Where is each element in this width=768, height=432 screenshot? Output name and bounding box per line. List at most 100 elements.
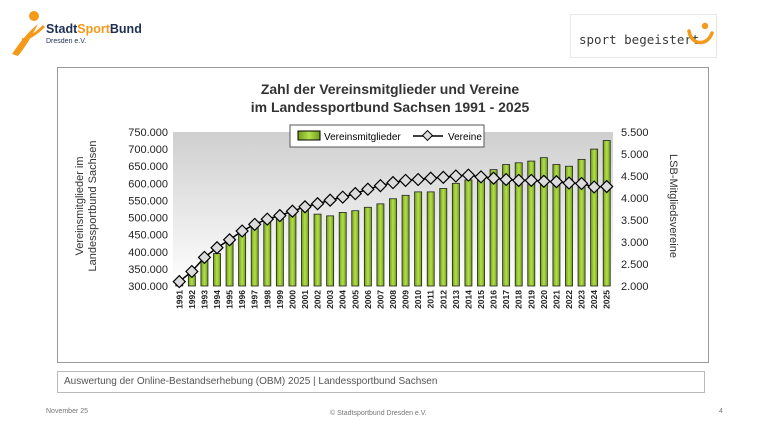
x-tick-label: 2018: [514, 290, 524, 309]
x-tick-label: 2011: [426, 290, 436, 309]
x-tick-label: 2001: [300, 290, 310, 309]
vereine-point-2004: [335, 190, 350, 204]
chart-subtitle: im Landessportbund Sachsen 1991 - 2025: [251, 99, 530, 115]
x-tick-label: 2015: [476, 290, 486, 309]
vereine-point-1995: [222, 233, 237, 247]
bar-1996: [238, 234, 247, 287]
y2-tick-label: 2.500: [621, 259, 649, 271]
y2-tick-label: 2.000: [621, 281, 649, 293]
vereine-point-1999: [273, 208, 287, 223]
x-tick-label: 2005: [350, 290, 360, 309]
stadtsportbund-logo: StadtSportBund Dresden e.V.: [8, 10, 148, 60]
x-tick-label: 2014: [463, 290, 473, 309]
x-tick-label: 2012: [438, 290, 448, 309]
slogan-text: sport begeistert: [579, 32, 700, 47]
y2-tick-label: 5.500: [621, 127, 649, 139]
x-tick-label: 2025: [602, 290, 612, 309]
bar-1999: [275, 217, 284, 287]
vereine-point-2003: [323, 193, 337, 207]
runner-icon: [12, 11, 46, 56]
x-tick-label: 2003: [325, 290, 335, 309]
chart-legend: Vereinsmitglieder Vereine: [289, 124, 485, 148]
x-tick-label: 1993: [199, 290, 209, 309]
x-tick-label: 2023: [577, 290, 587, 309]
vereine-point-1992: [185, 264, 199, 279]
legend-marker-swatch: [421, 129, 434, 142]
bar-2023: [577, 158, 586, 287]
vereine-point-2014: [461, 168, 476, 182]
bar-1994: [213, 253, 221, 287]
x-tick-label: 2007: [375, 290, 385, 309]
y-tick-label: 300.000: [128, 281, 168, 293]
vereine-point-2025: [599, 179, 614, 194]
vereine-point-2011: [423, 171, 438, 185]
y2-tick-label: 5.000: [621, 149, 649, 161]
smile-icon: [687, 22, 714, 45]
footer-date: November 25: [46, 408, 89, 415]
vereine-point-2005: [348, 186, 363, 201]
bar-2024: [590, 148, 599, 287]
x-tick-label: 2017: [501, 290, 511, 309]
vereine-point-2007: [373, 178, 388, 193]
vereine-point-2006: [361, 182, 375, 196]
bar-1998: [263, 220, 272, 287]
x-tick-label: 2016: [489, 290, 499, 309]
x-tick-label: 1996: [237, 290, 247, 309]
bar-2002: [313, 213, 322, 287]
vereine-point-2019: [524, 173, 539, 188]
x-tick-label: 2024: [589, 290, 599, 309]
vereine-point-2021: [549, 174, 564, 189]
bar-2021: [552, 164, 561, 287]
vereine-point-1994: [210, 240, 224, 255]
bar-2015: [477, 177, 485, 287]
vereine-point-1993: [197, 250, 212, 265]
brand-name: StadtSportBund: [46, 22, 142, 36]
bar-1995: [225, 242, 234, 287]
x-tick-label: 2004: [338, 290, 348, 309]
caption-text: Auswertung der Online-Bestandserhebung (…: [64, 376, 438, 387]
x-tick-label: 1994: [212, 290, 222, 309]
vereine-point-2012: [436, 170, 451, 185]
chart: Zahl der Vereinsmitglieder und Vereine i…: [74, 81, 679, 309]
x-tick-label: 1991: [174, 290, 184, 309]
vereine-point-2008: [386, 175, 400, 190]
bar-2001: [301, 210, 309, 287]
vereine-point-2000: [285, 204, 300, 218]
vereine-point-2023: [574, 176, 589, 191]
y-tick-label: 700.000: [128, 144, 168, 156]
vereine-point-2016: [486, 171, 501, 185]
bar-1997: [250, 227, 259, 287]
chart-frame: Zahl der Vereinsmitglieder und Vereine i…: [57, 67, 709, 363]
vereine-point-2002: [310, 196, 325, 211]
bar-2009: [401, 194, 410, 287]
x-tick-label: 2013: [451, 290, 461, 309]
x-tick-label: 2019: [526, 290, 536, 309]
y-tick-label: 750.000: [128, 127, 168, 139]
y2-tick-label: 3.000: [621, 237, 649, 249]
sport-begeistert-logo: sport begeistert: [570, 14, 717, 58]
bar-2016: [489, 169, 498, 287]
y2-tick-label: 4.500: [621, 171, 649, 183]
y2-axis-label: LSB-Mitgliedsvereine: [667, 154, 679, 258]
bar-2010: [414, 191, 423, 287]
bar-2011: [426, 191, 435, 287]
x-tick-label: 1997: [250, 290, 260, 309]
vereine-point-2001: [298, 200, 312, 214]
bar-2005: [351, 210, 360, 287]
bar-2018: [514, 162, 523, 287]
x-tick-label: 1992: [187, 290, 197, 309]
bar-2003: [326, 215, 335, 287]
x-tick-label: 2002: [313, 290, 323, 309]
y-tick-label: 550.000: [128, 195, 168, 207]
bar-2025: [602, 140, 611, 287]
x-tick-label: 2010: [413, 290, 423, 309]
chart-title: Zahl der Vereinsmitglieder und Vereine: [261, 81, 520, 97]
vereine-point-2013: [449, 169, 463, 183]
vereine-point-2017: [499, 172, 513, 187]
vereine-point-2018: [511, 173, 526, 188]
brand-subtitle: Dresden e.V.: [46, 38, 87, 45]
y2-tick-label: 3.500: [621, 215, 649, 227]
footer-page-number: 4: [719, 408, 723, 415]
x-tick-label: 2022: [564, 290, 574, 309]
y-tick-label: 400.000: [128, 247, 168, 259]
